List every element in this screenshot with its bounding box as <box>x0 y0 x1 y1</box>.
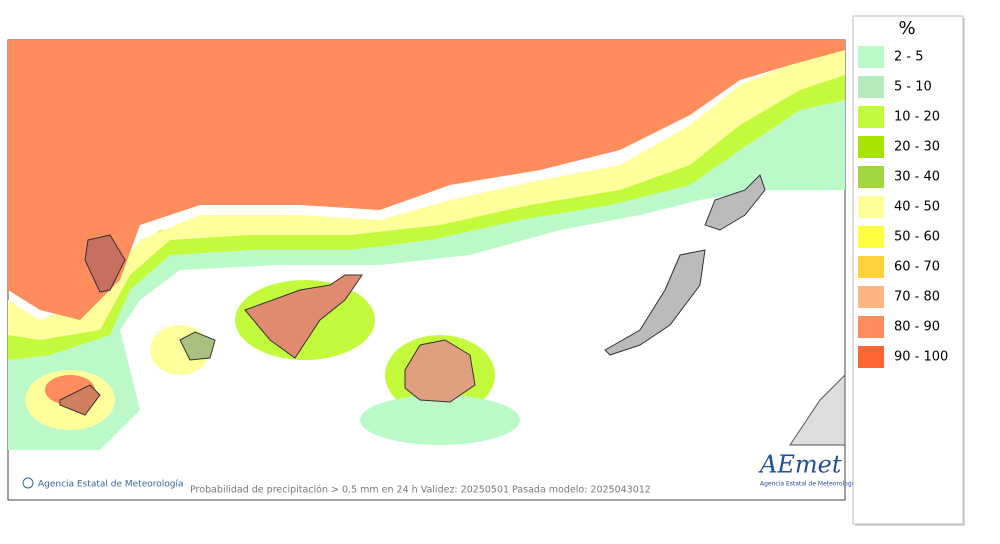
legend-label: 10 - 20 <box>894 110 940 125</box>
legend-swatch <box>858 256 884 278</box>
legend-label: 70 - 80 <box>894 290 940 305</box>
island <box>84 234 126 293</box>
coast <box>789 373 846 446</box>
legend-title: % <box>898 18 915 39</box>
credit: Agencia Estatal de Meteorología <box>38 480 184 490</box>
band <box>8 40 845 320</box>
island <box>59 384 101 416</box>
island <box>604 249 706 356</box>
legend-label: 5 - 10 <box>894 80 932 95</box>
logo-subtitle: Agencia Estatal de Meteorología <box>760 481 857 488</box>
legend-swatch <box>858 106 884 128</box>
legend-label: 30 - 40 <box>894 170 940 185</box>
legend-label: 60 - 70 <box>894 260 940 275</box>
legend-swatch <box>858 286 884 308</box>
legend-label: 80 - 90 <box>894 320 940 335</box>
island <box>404 339 476 403</box>
copyright-icon <box>22 477 34 489</box>
legend-label: 20 - 30 <box>894 140 940 155</box>
band <box>8 60 845 450</box>
legend-swatch <box>858 346 884 368</box>
legend-label: 2 - 5 <box>894 50 924 65</box>
legend-swatch <box>858 226 884 248</box>
caption: Probabilidad de precipitación > 0.5 mm e… <box>190 485 651 496</box>
legend-swatch <box>858 166 884 188</box>
legend-label: 90 - 100 <box>894 350 948 365</box>
map: Agencia Estatal de Meteorología Probabil… <box>7 39 857 501</box>
logo: AEmet <box>758 451 842 479</box>
island <box>244 274 363 359</box>
band <box>8 45 845 340</box>
legend-swatch <box>858 136 884 158</box>
island <box>179 331 216 361</box>
legend-swatch <box>858 196 884 218</box>
legend: % 2 - 5 5 - 10 10 - 20 20 - 30 30 - 40 40 - 5… <box>852 15 965 526</box>
legend-label: 40 - 50 <box>894 200 940 215</box>
band <box>360 395 520 445</box>
legend-label: 50 - 60 <box>894 230 940 245</box>
island <box>704 174 766 231</box>
legend-swatch <box>858 46 884 68</box>
legend-swatch <box>858 316 884 338</box>
legend-swatch <box>858 76 884 98</box>
